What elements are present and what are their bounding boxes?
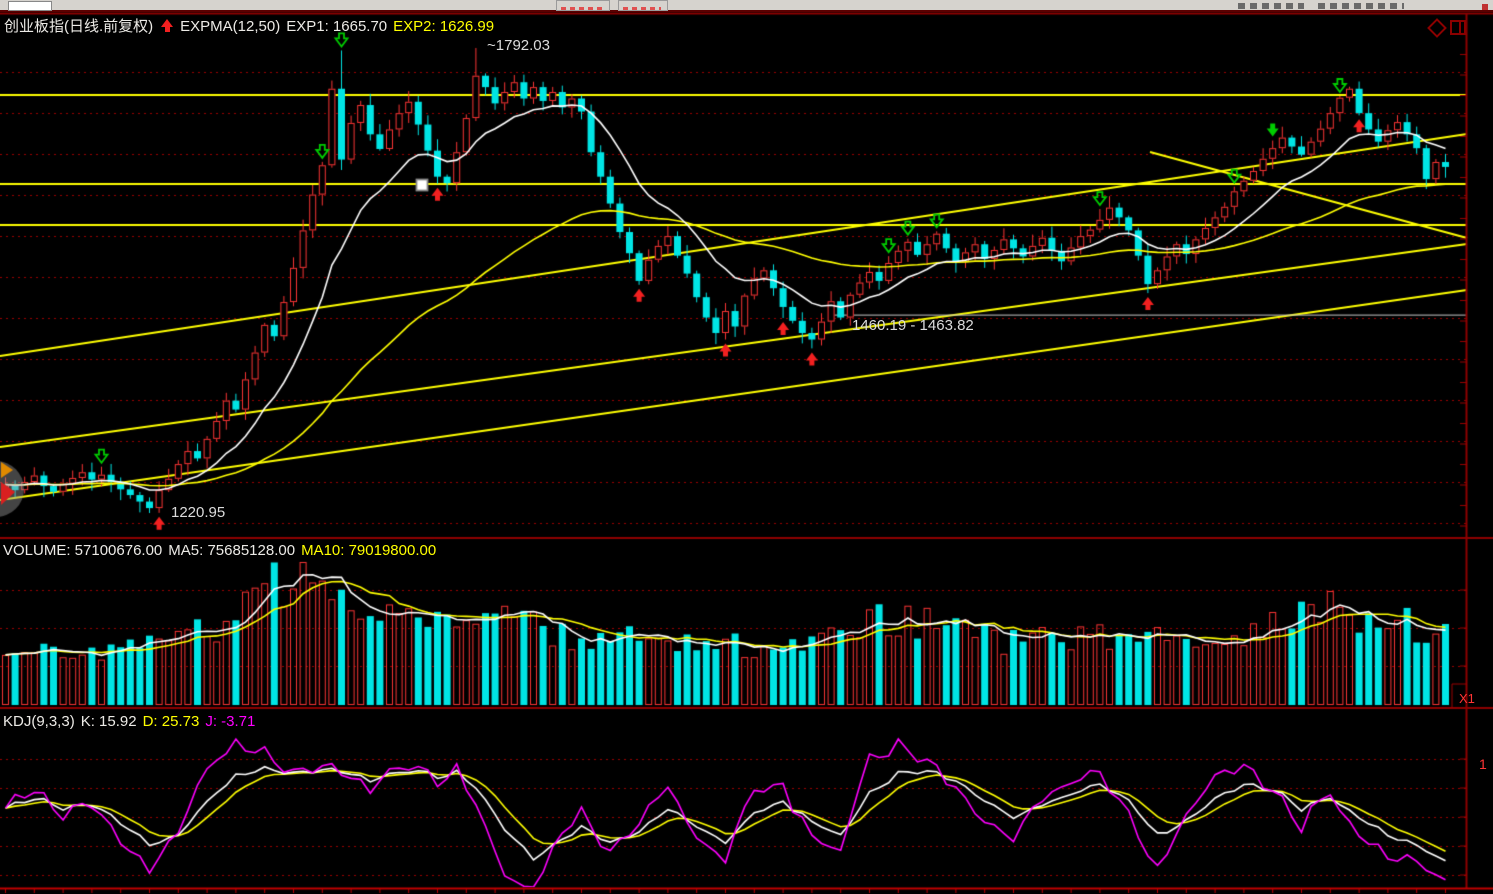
toolbar	[0, 0, 1493, 12]
button-text-fragment	[561, 7, 603, 10]
exp1-value: EXP1: 1665.70	[286, 18, 388, 35]
x1-scale-label: X1	[1459, 691, 1475, 706]
toolbar-button-1[interactable]	[556, 0, 610, 11]
toolbar-input-stub[interactable]	[8, 1, 52, 11]
window-icon[interactable]	[1450, 20, 1466, 35]
toolbar-text-fragment	[1318, 3, 1404, 9]
volume-ma10: MA10: 79019800.00	[301, 542, 437, 559]
indicator-label[interactable]: EXPMA(12,50)	[180, 18, 281, 35]
range-annotation: 1460.19 - 1463.82	[852, 317, 974, 334]
kdj-axis-label: 1	[1479, 756, 1487, 772]
low-annotation: 1220.95	[171, 504, 226, 521]
symbol-title: 创业板指(日线.前复权)	[4, 18, 154, 35]
high-annotation: ~1792.03	[487, 37, 550, 54]
toolbar-close-stub[interactable]	[1482, 4, 1488, 10]
toolbar-button-2[interactable]	[618, 0, 668, 11]
up-arrow-icon	[161, 19, 174, 32]
kdj-d-value: D: 25.73	[142, 713, 200, 730]
kdj-k-value: K: 15.92	[80, 713, 137, 730]
kdj-header: KDJ(9,3,3) K: 15.92 D: 25.73 J: -3.71	[3, 713, 261, 730]
exp2-value: EXP2: 1626.99	[393, 18, 495, 35]
kdj-j-value: J: -3.71	[205, 713, 256, 730]
volume-value[interactable]: VOLUME: 57100676.00	[3, 542, 163, 559]
volume-header: VOLUME: 57100676.00 MA5: 75685128.00 MA10:…	[3, 542, 442, 559]
main-chart-header: 创业板指(日线.前复权) EXPMA(12,50) EXP1: 1665.70 EXP…	[4, 15, 500, 36]
volume-ma5: MA5: 75685128.00	[168, 542, 296, 559]
toolbar-text-fragment	[1238, 3, 1304, 9]
kdj-label[interactable]: KDJ(9,3,3)	[3, 713, 75, 730]
button-text-fragment	[623, 7, 662, 10]
